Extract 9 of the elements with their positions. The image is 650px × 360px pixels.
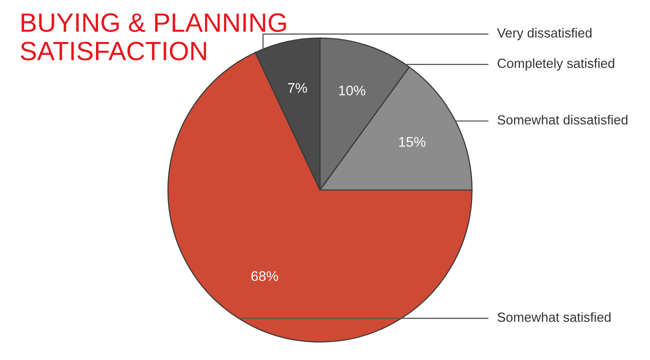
slice-label: Completely satisfied	[498, 58, 614, 71]
chart-title: BUYING & PLANNING SATISFACTION	[20, 13, 286, 60]
slice-label: Very dissatisfied	[497, 28, 592, 40]
slice-label: Somewhat satisfied	[498, 312, 611, 322]
data-label: 7%	[288, 83, 307, 93]
data-label: 10%	[339, 86, 366, 96]
data-label: 68%	[251, 271, 278, 281]
data-label: 15%	[399, 137, 426, 147]
slice-label: Somewhat dissatisfied	[498, 114, 628, 125]
